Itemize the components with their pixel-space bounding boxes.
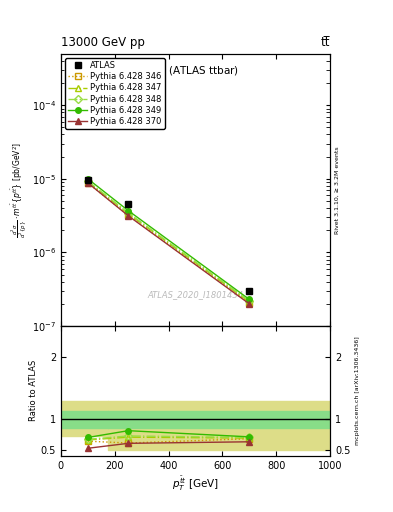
Pythia 6.428 346 bbox=[126, 212, 130, 218]
Y-axis label: Rivet 3.1.10, ≥ 3.2M events: Rivet 3.1.10, ≥ 3.2M events bbox=[334, 146, 339, 233]
Pythia 6.428 347 bbox=[86, 179, 90, 185]
Line: Pythia 6.428 347: Pythia 6.428 347 bbox=[85, 179, 252, 305]
Text: tt̅: tt̅ bbox=[321, 36, 330, 49]
Pythia 6.428 370 bbox=[86, 180, 90, 186]
ATLAS bbox=[247, 288, 252, 294]
Text: ATLAS_2020_I1801434: ATLAS_2020_I1801434 bbox=[147, 290, 244, 299]
Y-axis label: mcplots.cern.ch [arXiv:1306.3436]: mcplots.cern.ch [arXiv:1306.3436] bbox=[354, 336, 360, 445]
Pythia 6.428 370 bbox=[247, 301, 252, 307]
Line: Pythia 6.428 370: Pythia 6.428 370 bbox=[85, 180, 252, 307]
Pythia 6.428 346 bbox=[247, 300, 252, 306]
Pythia 6.428 347 bbox=[126, 211, 130, 217]
Line: ATLAS: ATLAS bbox=[84, 177, 253, 294]
Y-axis label: Ratio to ATLAS: Ratio to ATLAS bbox=[29, 360, 38, 421]
Legend: ATLAS, Pythia 6.428 346, Pythia 6.428 347, Pythia 6.428 348, Pythia 6.428 349, P: ATLAS, Pythia 6.428 346, Pythia 6.428 34… bbox=[65, 58, 165, 129]
Line: Pythia 6.428 349: Pythia 6.428 349 bbox=[85, 176, 252, 302]
Pythia 6.428 349 bbox=[86, 176, 90, 182]
Y-axis label: $\frac{d^2\sigma}{d^2\{p\}}\cdot m^{t\bar{t}}\{p^{t\bar{t}}\}$ [pb/GeV$^2$]: $\frac{d^2\sigma}{d^2\{p\}}\cdot m^{t\ba… bbox=[10, 142, 29, 238]
Line: Pythia 6.428 348: Pythia 6.428 348 bbox=[85, 178, 252, 304]
Pythia 6.428 349 bbox=[247, 296, 252, 303]
Text: 13000 GeV pp: 13000 GeV pp bbox=[61, 36, 145, 49]
Pythia 6.428 348 bbox=[86, 178, 90, 184]
Pythia 6.428 349 bbox=[126, 207, 130, 214]
X-axis label: $p^{\bar{t}t}_T$ [GeV]: $p^{\bar{t}t}_T$ [GeV] bbox=[172, 475, 219, 493]
Pythia 6.428 370 bbox=[126, 212, 130, 219]
Text: $p_T^{t\bar{t}}$ (ATLAS ttbar): $p_T^{t\bar{t}}$ (ATLAS ttbar) bbox=[152, 62, 239, 80]
Pythia 6.428 348 bbox=[247, 298, 252, 304]
Pythia 6.428 346 bbox=[86, 180, 90, 186]
Pythia 6.428 348 bbox=[126, 210, 130, 216]
Line: Pythia 6.428 346: Pythia 6.428 346 bbox=[85, 180, 252, 306]
ATLAS bbox=[86, 177, 90, 183]
Pythia 6.428 347 bbox=[247, 299, 252, 305]
ATLAS bbox=[126, 201, 130, 207]
